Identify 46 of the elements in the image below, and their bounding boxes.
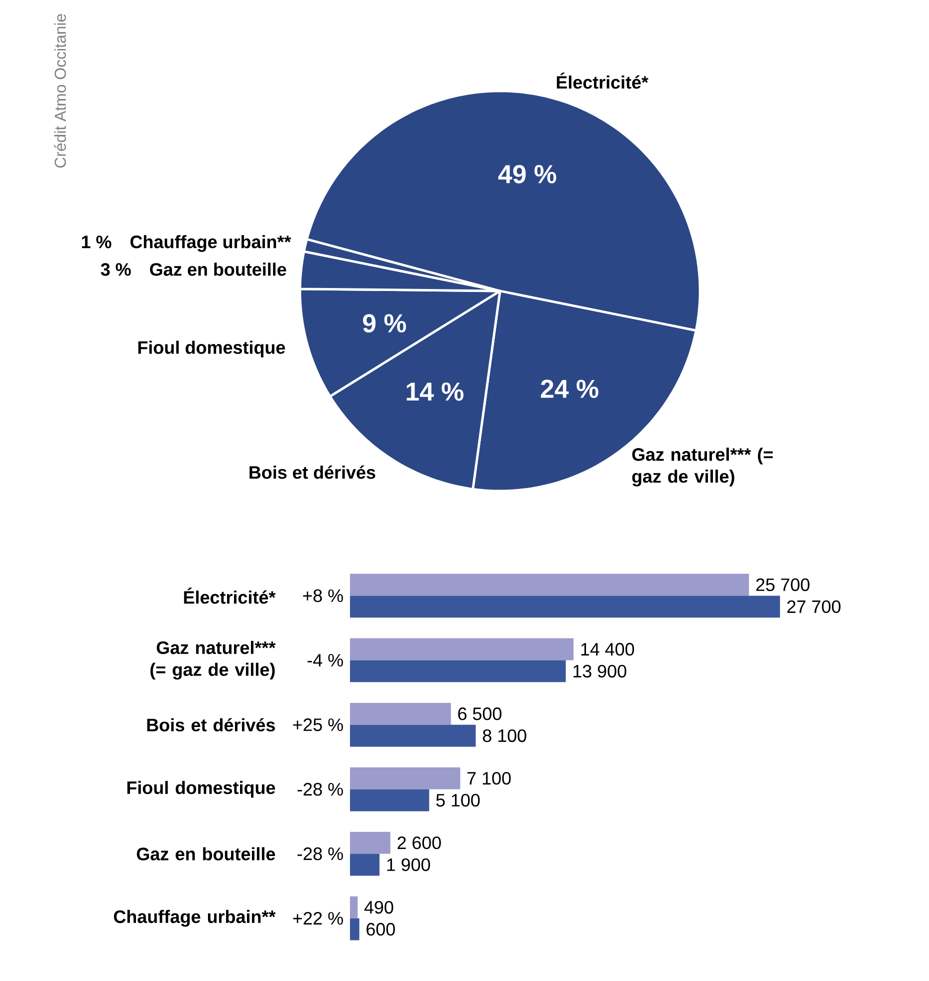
data-label: 6 500 (458, 707, 502, 720)
data-label: 8 100 (482, 729, 526, 742)
slice-label: Électricité* (556, 72, 648, 89)
data-label: 14 % (406, 382, 464, 401)
data-label: 24 % (540, 380, 598, 398)
bar (350, 724, 476, 747)
text: Crédit Atmo Occitanie (54, 14, 66, 168)
bar (350, 574, 749, 596)
y-tick-label: Gaz en bouteille (136, 847, 276, 860)
y-tick-label: Électricité* (184, 588, 276, 604)
text: -28 % (298, 782, 343, 796)
data-label: 2 600 (398, 836, 441, 850)
data-label: 490 (364, 900, 394, 914)
data-label: 27 700 (787, 600, 841, 614)
bar (350, 918, 360, 940)
bar (350, 702, 451, 725)
bar (350, 638, 574, 660)
y-tick-label: Chauffage urbain** (114, 910, 276, 927)
slice-label: Gaz naturel*** (= gaz de ville) (632, 448, 773, 486)
y-tick-label: Bois et dérivés (147, 718, 275, 732)
bar (350, 789, 430, 812)
data-label: 13 900 (574, 664, 626, 678)
data-label: 25 700 (756, 578, 810, 592)
data-label: 1 900 (387, 858, 430, 872)
bar (350, 660, 566, 682)
bar (350, 596, 780, 618)
data-label: 3 % (100, 263, 131, 276)
text: +8 % (303, 589, 343, 602)
text: +25 % (293, 718, 343, 732)
data-label: 14 400 (581, 642, 634, 656)
bar (350, 832, 390, 854)
y-tick-label: Gaz naturel*** (= gaz de ville) (150, 640, 276, 680)
bar (350, 767, 460, 790)
slice-label: Bois et dérivés (250, 465, 376, 479)
data-label: 600 (366, 922, 395, 936)
data-label: 49 % (498, 164, 556, 184)
text: -28 % (298, 847, 343, 860)
bar (350, 854, 380, 876)
data-label: 9 % (363, 314, 406, 332)
y-tick-label: Fioul domestique (127, 780, 276, 798)
data-label: 1 % (82, 236, 112, 248)
bar (350, 896, 358, 918)
data-label: 7 100 (468, 772, 511, 785)
text: +22 % (293, 912, 343, 925)
text: -4 % (308, 654, 343, 667)
data-label: 5 100 (436, 794, 480, 807)
